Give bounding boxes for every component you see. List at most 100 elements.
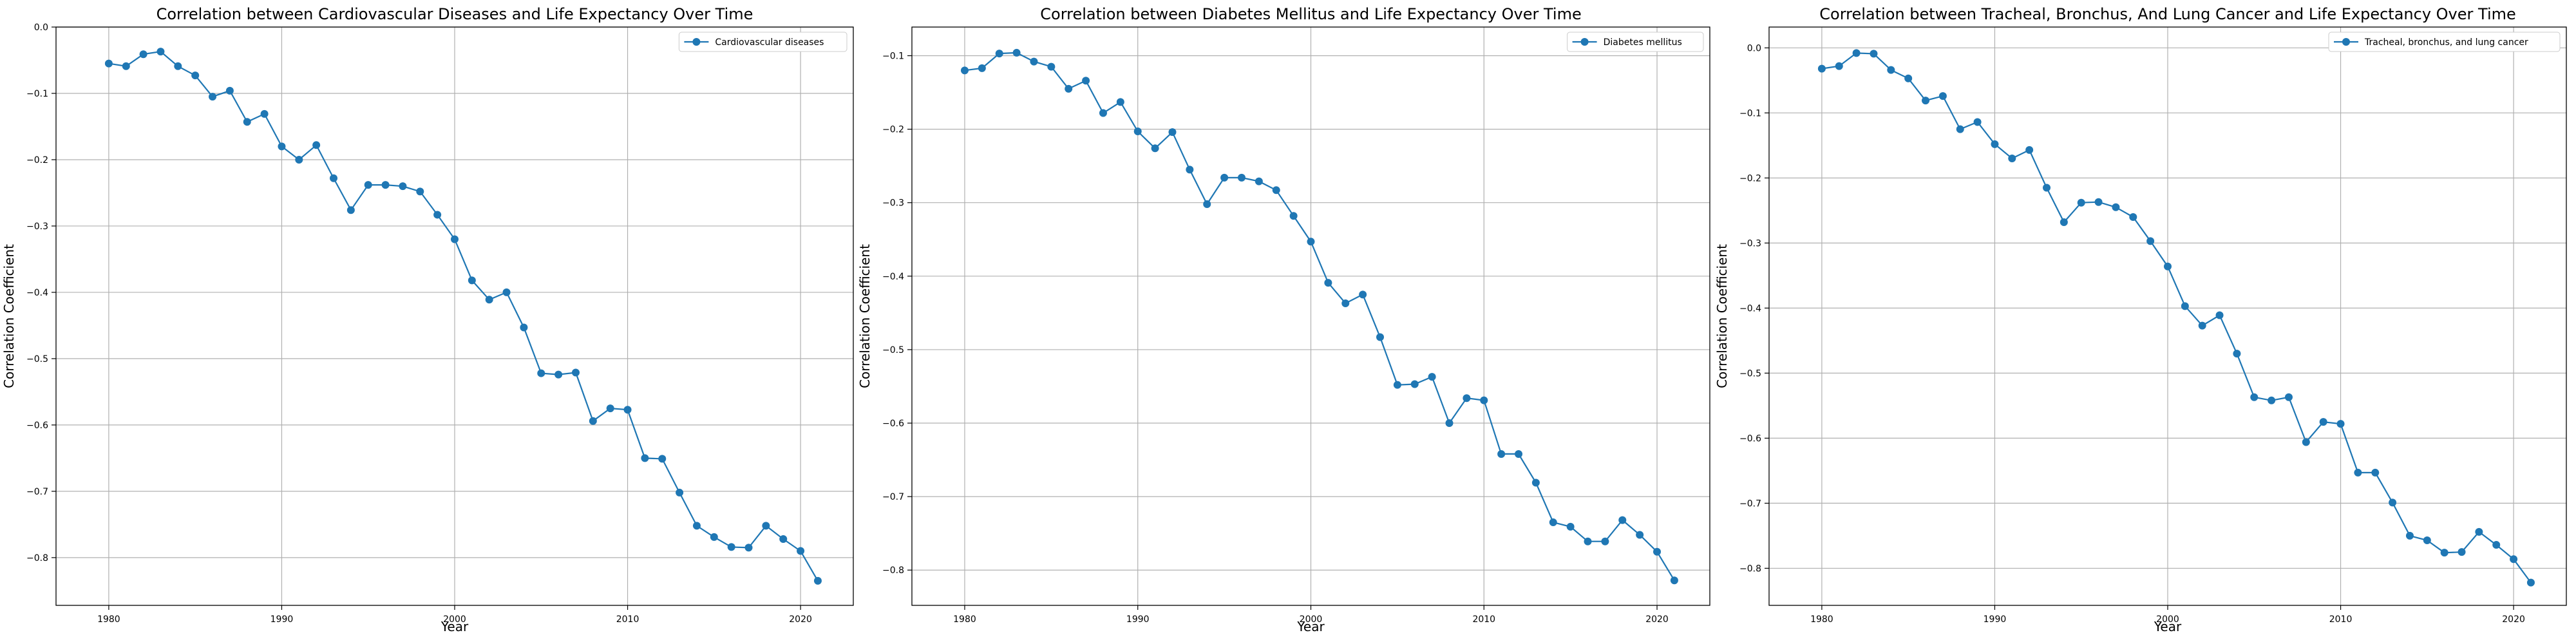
x-tick-label: 2020 (2502, 614, 2525, 625)
y-tick-label: −0.5 (882, 345, 904, 355)
y-tick-label: −0.3 (882, 198, 904, 209)
data-point (209, 93, 217, 101)
data-point (1065, 84, 1073, 93)
x-tick-label: 1990 (1126, 614, 1150, 625)
data-point (174, 62, 182, 70)
x-tick-label: 1980 (953, 614, 976, 625)
legend: Cardiovascular diseases (678, 32, 848, 52)
data-point (2336, 420, 2345, 428)
data-point (399, 182, 407, 191)
data-point (1082, 77, 1090, 85)
data-point (1272, 186, 1280, 194)
data-point (2354, 468, 2362, 477)
data-point (1307, 238, 1315, 246)
data-point (1653, 547, 1662, 556)
data-point (1341, 299, 1350, 308)
data-point (744, 544, 753, 552)
data-point (1410, 380, 1419, 388)
data-point (485, 296, 493, 304)
data-point (676, 488, 684, 497)
x-tick-label: 2010 (2329, 614, 2353, 625)
data-point (2094, 198, 2103, 206)
y-tick-label: 0.0 (1747, 43, 1761, 53)
data-point (1186, 166, 1194, 174)
data-point (2043, 184, 2051, 192)
data-point (658, 455, 667, 463)
y-tick-label: 0.0 (34, 23, 48, 33)
data-point (978, 64, 986, 72)
legend-marker (1580, 38, 1589, 46)
data-point (2129, 213, 2137, 221)
x-axis-label: Year (440, 619, 469, 634)
series-line (108, 50, 819, 582)
data-point (451, 235, 459, 243)
data-point (1515, 450, 1523, 458)
data-point (1220, 173, 1229, 182)
data-point (2458, 548, 2466, 556)
y-tick-label: −0.6 (26, 421, 48, 431)
chart-title: Correlation between Diabetes Mellitus an… (1040, 5, 1581, 23)
data-point (1376, 333, 1385, 341)
data-point (1670, 576, 1678, 585)
data-point (2423, 536, 2431, 544)
data-point (1255, 177, 1263, 185)
y-tick-label: −0.2 (1739, 173, 1761, 184)
data-point (727, 543, 735, 551)
y-tick-label: −0.6 (882, 419, 904, 429)
data-point (1012, 48, 1021, 57)
y-tick-label: −0.8 (26, 553, 48, 564)
data-point (1463, 394, 1471, 402)
data-point (2112, 203, 2120, 211)
data-point (1099, 109, 1107, 117)
legend-label: Tracheal, bronchus, and lung cancer (2364, 37, 2528, 48)
data-point (2371, 468, 2380, 477)
data-point (1904, 74, 1913, 82)
data-point (692, 522, 701, 530)
data-point (416, 187, 424, 196)
legend-box (1567, 32, 1704, 52)
data-point (2077, 198, 2085, 207)
data-point (960, 66, 969, 75)
data-point (1887, 66, 1895, 74)
data-point (2389, 498, 2397, 507)
series-line (964, 52, 1675, 581)
data-point (797, 547, 805, 555)
x-tick-label: 2010 (1472, 614, 1495, 625)
data-point (2060, 218, 2068, 227)
data-point (641, 454, 649, 462)
data-point (2492, 541, 2501, 549)
data-point (537, 369, 545, 377)
data-point (1817, 64, 1826, 73)
legend-marker (692, 38, 701, 46)
x-axis-label: Year (1296, 619, 1325, 634)
chart-panel-3: 1980 1990 2000 2010 2020 0.0 −0.1 −0.2 −0.3 −0.4 −… (1714, 5, 2567, 634)
y-tick-label: −0.7 (882, 492, 904, 502)
x-tick-label: 1990 (1984, 614, 2007, 625)
data-point (554, 370, 563, 379)
x-tick-label: 2000 (1300, 614, 1323, 625)
y-tick-label: −0.4 (26, 288, 48, 298)
chart-title: Correlation between Tracheal, Bronchus, … (1819, 5, 2516, 23)
data-point (2405, 531, 2414, 540)
data-point (2146, 237, 2155, 245)
data-point (1480, 396, 1488, 404)
y-tick-label: −0.7 (26, 487, 48, 497)
data-point (1584, 537, 1592, 545)
data-point (330, 174, 338, 182)
data-point (243, 118, 251, 126)
data-point (225, 86, 234, 95)
y-axis-label: Correlation Coefficient (1, 244, 17, 388)
y-tick-label: −0.1 (26, 89, 48, 99)
data-point (606, 404, 614, 413)
y-tick-label: −0.4 (882, 272, 904, 282)
data-point (1030, 57, 1038, 66)
data-point (1428, 373, 1436, 381)
data-point (156, 48, 165, 56)
data-point (2164, 262, 2172, 270)
legend: Diabetes mellitus (1567, 32, 1704, 52)
data-point (381, 181, 390, 189)
chart-title: Correlation between Cardiovascular Disea… (156, 5, 753, 23)
data-point (346, 206, 355, 214)
data-point (1445, 419, 1454, 428)
x-tick-label: 2020 (789, 614, 812, 625)
